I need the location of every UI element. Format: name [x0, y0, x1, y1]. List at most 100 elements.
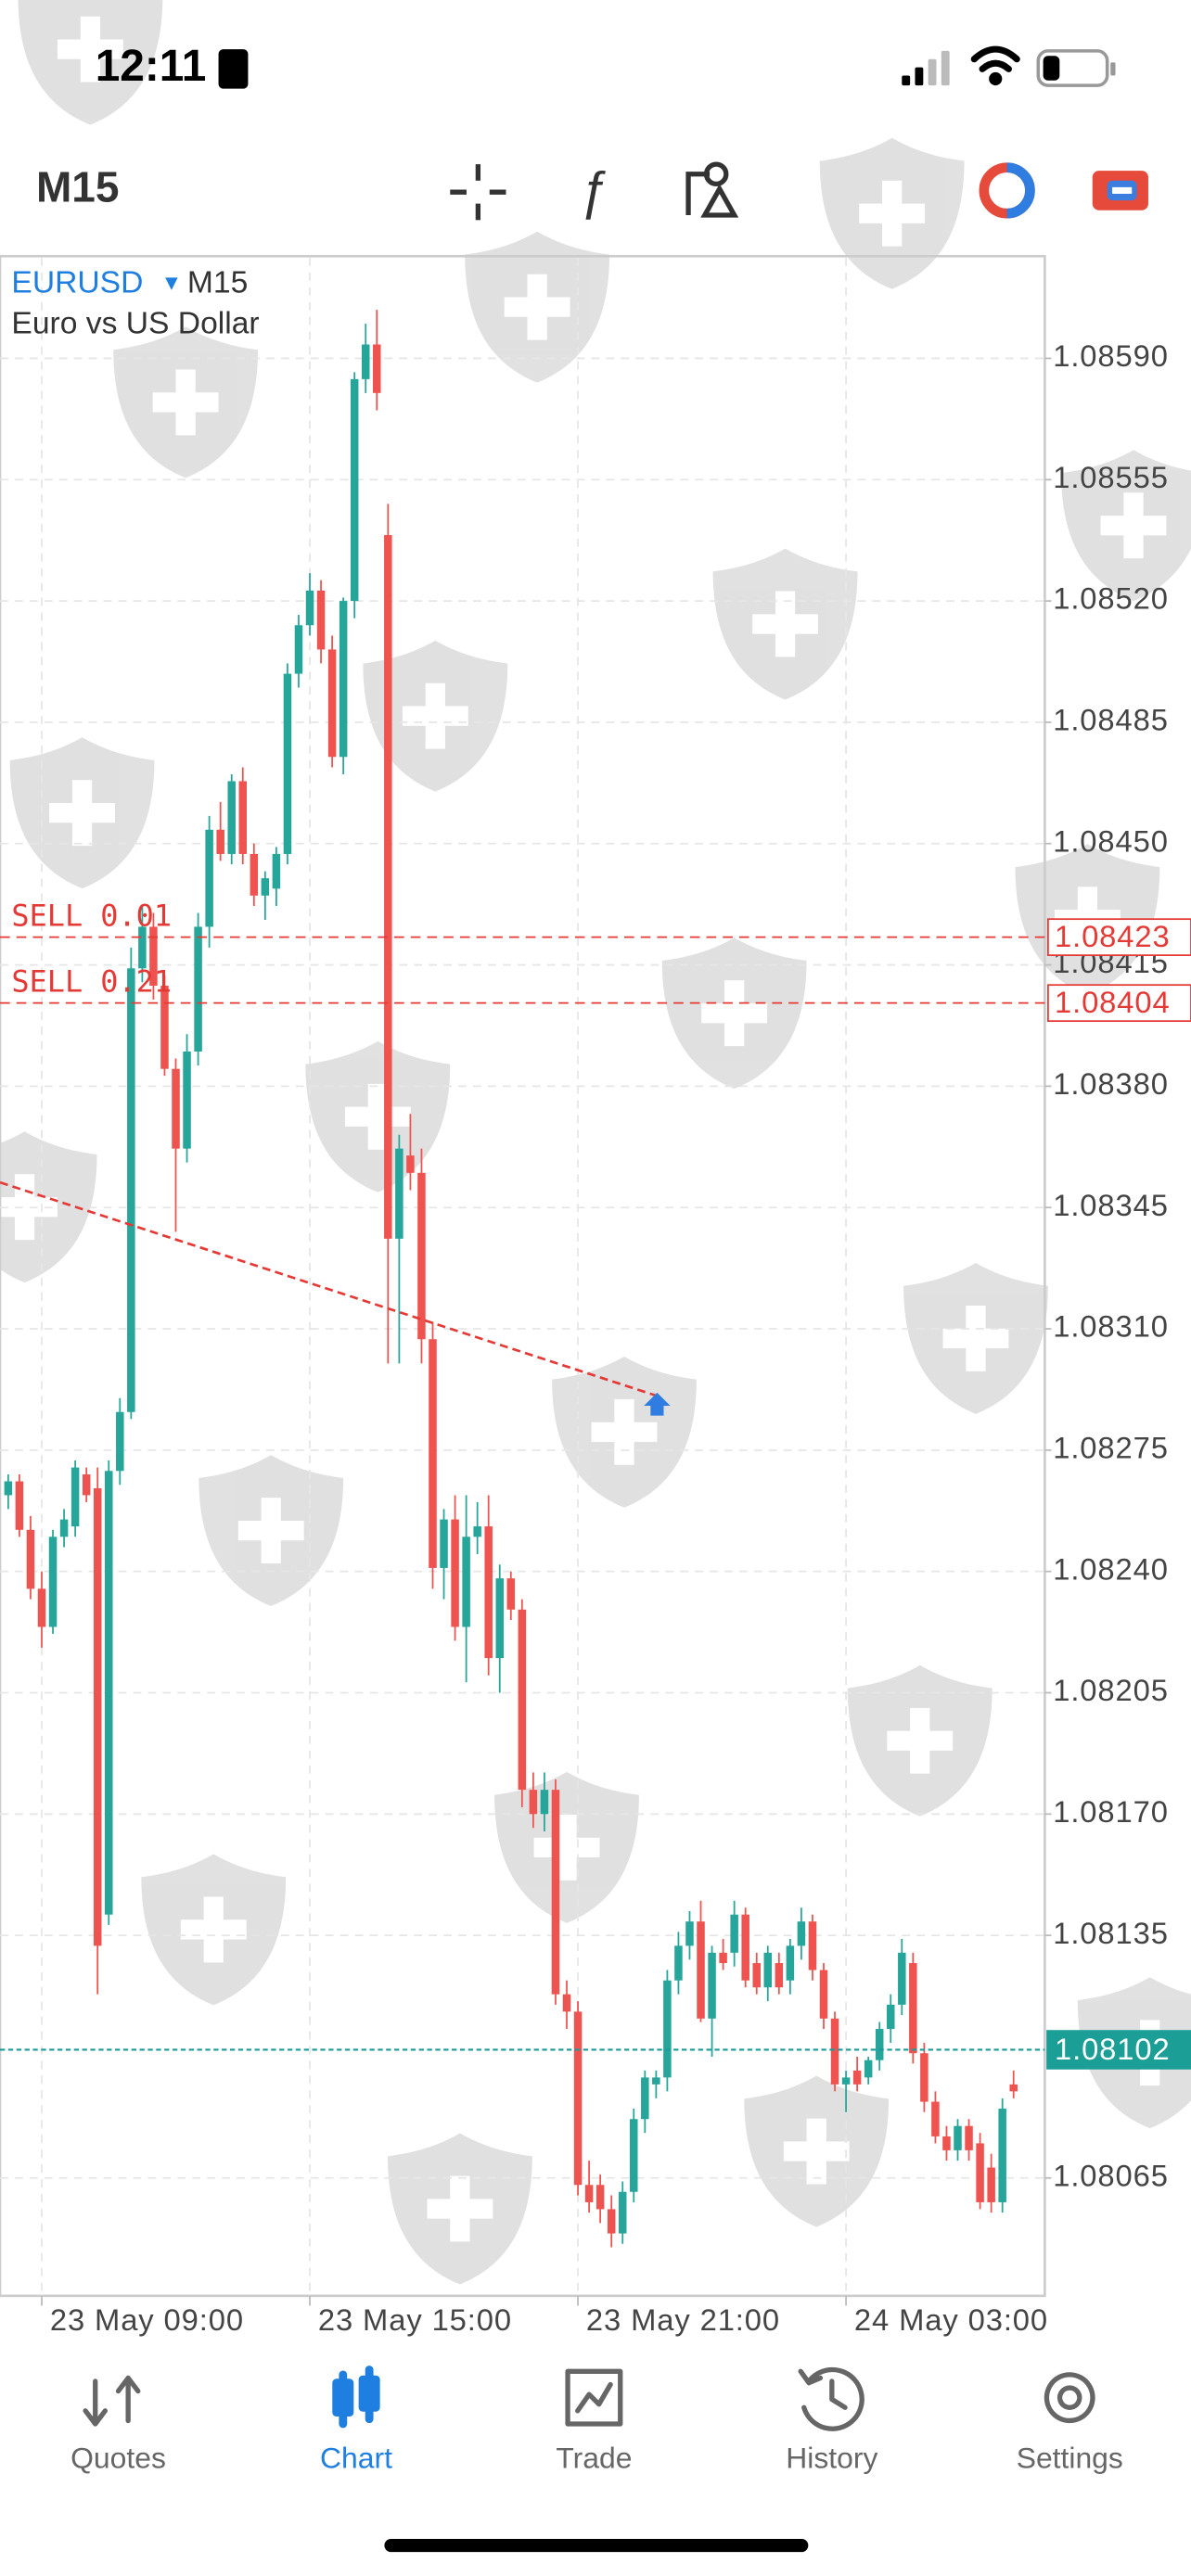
- y-tick-label: 1.08345: [1053, 1188, 1169, 1222]
- tab-icon: [83, 2375, 141, 2427]
- status-time: 12:11: [96, 42, 207, 91]
- candle-body: [440, 1519, 448, 1568]
- candle-body: [909, 1963, 917, 2054]
- candle-body: [518, 1609, 527, 1791]
- candle-body: [216, 829, 224, 854]
- battery-icon: [1036, 49, 1116, 87]
- candle-body: [763, 1952, 773, 1988]
- candle-body: [205, 829, 213, 927]
- order-label[interactable]: SELL 0.01: [11, 898, 172, 933]
- home-indicator: [384, 2538, 809, 2553]
- chart-symbol[interactable]: EURUSD: [11, 265, 143, 300]
- watermark: [903, 1262, 1048, 1414]
- chart: 1.08590 1.08555 1.08520 1.08485 1.08450 1.084…: [0, 258, 1191, 2337]
- candle-body: [406, 1155, 415, 1173]
- candle-body: [987, 2167, 995, 2202]
- candle-body: [172, 1068, 180, 1149]
- x-tick-label: 24 May 03:00: [854, 2302, 1048, 2337]
- order-label[interactable]: SELL 0.21: [11, 963, 172, 999]
- candle-body: [105, 1471, 113, 1915]
- candle-body: [451, 1519, 459, 1627]
- watermark-cross: [701, 980, 768, 1047]
- candle-body: [685, 1921, 694, 1946]
- watermark: [141, 1854, 287, 2006]
- candle-body: [663, 1980, 672, 2078]
- toolbar-timeframe[interactable]: M15: [36, 163, 120, 211]
- watermark-cross: [57, 16, 123, 83]
- y-tick-label: 1.08520: [1053, 581, 1169, 616]
- candle-body: [227, 781, 236, 854]
- tab-label: Chart: [320, 2441, 392, 2474]
- candle-body: [350, 378, 359, 602]
- crosshair-button[interactable]: [450, 164, 506, 221]
- candle-body: [596, 2185, 605, 2210]
- watermark: [387, 2133, 532, 2285]
- watermark: [847, 1664, 992, 1817]
- candle-body: [70, 1467, 80, 1527]
- x-tick-label: 23 May 15:00: [318, 2302, 512, 2337]
- y-tick-label: 1.08310: [1053, 1309, 1169, 1344]
- candle-body: [26, 1529, 35, 1589]
- candle-body: [920, 2053, 928, 2102]
- candle-body: [305, 590, 314, 626]
- candle-body: [942, 2136, 951, 2150]
- wifi-icon: [970, 45, 1020, 86]
- candle-body: [116, 1411, 124, 1472]
- symbol-dropdown[interactable]: ▼: [161, 270, 183, 294]
- candle-body: [752, 1963, 761, 1988]
- candle-body: [48, 1537, 58, 1627]
- tab[interactable]: Trade: [556, 2368, 632, 2474]
- watermark-cross: [152, 369, 219, 436]
- candle-body: [808, 1921, 817, 1970]
- candle-body: [551, 1790, 560, 1995]
- watermark-cross: [180, 1896, 247, 1963]
- y-tick-label: 1.08240: [1053, 1551, 1169, 1586]
- chart-frame: [0, 254, 1046, 2298]
- watermark-cross: [752, 591, 818, 657]
- chart-timeframe: M15: [187, 265, 248, 300]
- candle-body: [417, 1172, 426, 1340]
- order-price-label: 1.08404: [1055, 985, 1171, 1019]
- candle-body: [976, 2143, 984, 2202]
- candle-body: [327, 649, 337, 758]
- watermark-cross: [942, 1305, 1009, 1371]
- account-button[interactable]: [979, 162, 1035, 219]
- tab-label: History: [786, 2441, 877, 2474]
- candle-body: [529, 1790, 538, 1815]
- tab-icon: [565, 2368, 623, 2427]
- candle-body: [719, 1952, 727, 1964]
- tab[interactable]: Quotes: [70, 2375, 166, 2474]
- objects-button[interactable]: [685, 161, 739, 218]
- candle-body: [965, 2125, 973, 2150]
- candle-body: [473, 1526, 481, 1537]
- tab[interactable]: Chart: [320, 2366, 392, 2475]
- candle-body: [59, 1519, 69, 1537]
- watermark: [744, 2075, 890, 2227]
- watermark: [552, 1356, 697, 1508]
- status-icon: [218, 49, 249, 89]
- candle-body: [708, 1952, 716, 2019]
- candle-body: [160, 985, 169, 1069]
- y-tick-label: 1.08275: [1053, 1431, 1169, 1465]
- watermark-cross: [859, 180, 926, 247]
- candle-body: [886, 2004, 895, 2030]
- watermark: [9, 737, 155, 889]
- watermark: [305, 1040, 451, 1192]
- tab[interactable]: History: [786, 2366, 877, 2474]
- candle-body: [730, 1914, 738, 1953]
- tab[interactable]: Settings: [1017, 2372, 1123, 2475]
- watermark-cross: [402, 682, 468, 749]
- current-price-label: 1.08102: [1055, 2032, 1171, 2066]
- indicators-button[interactable]: ƒ: [579, 161, 608, 220]
- watermark: [18, 0, 163, 125]
- candle-body: [1009, 2084, 1018, 2092]
- y-tick-label: 1.08205: [1053, 1673, 1169, 1707]
- trade-button[interactable]: [1092, 171, 1148, 210]
- y-tick-label: 1.08135: [1053, 1916, 1169, 1950]
- candle-body: [786, 1945, 795, 1981]
- watermark: [712, 548, 858, 700]
- candle-body: [506, 1578, 516, 1610]
- candle-body: [652, 2077, 660, 2085]
- candle-body: [875, 2029, 884, 2060]
- candle-body: [697, 1921, 705, 2019]
